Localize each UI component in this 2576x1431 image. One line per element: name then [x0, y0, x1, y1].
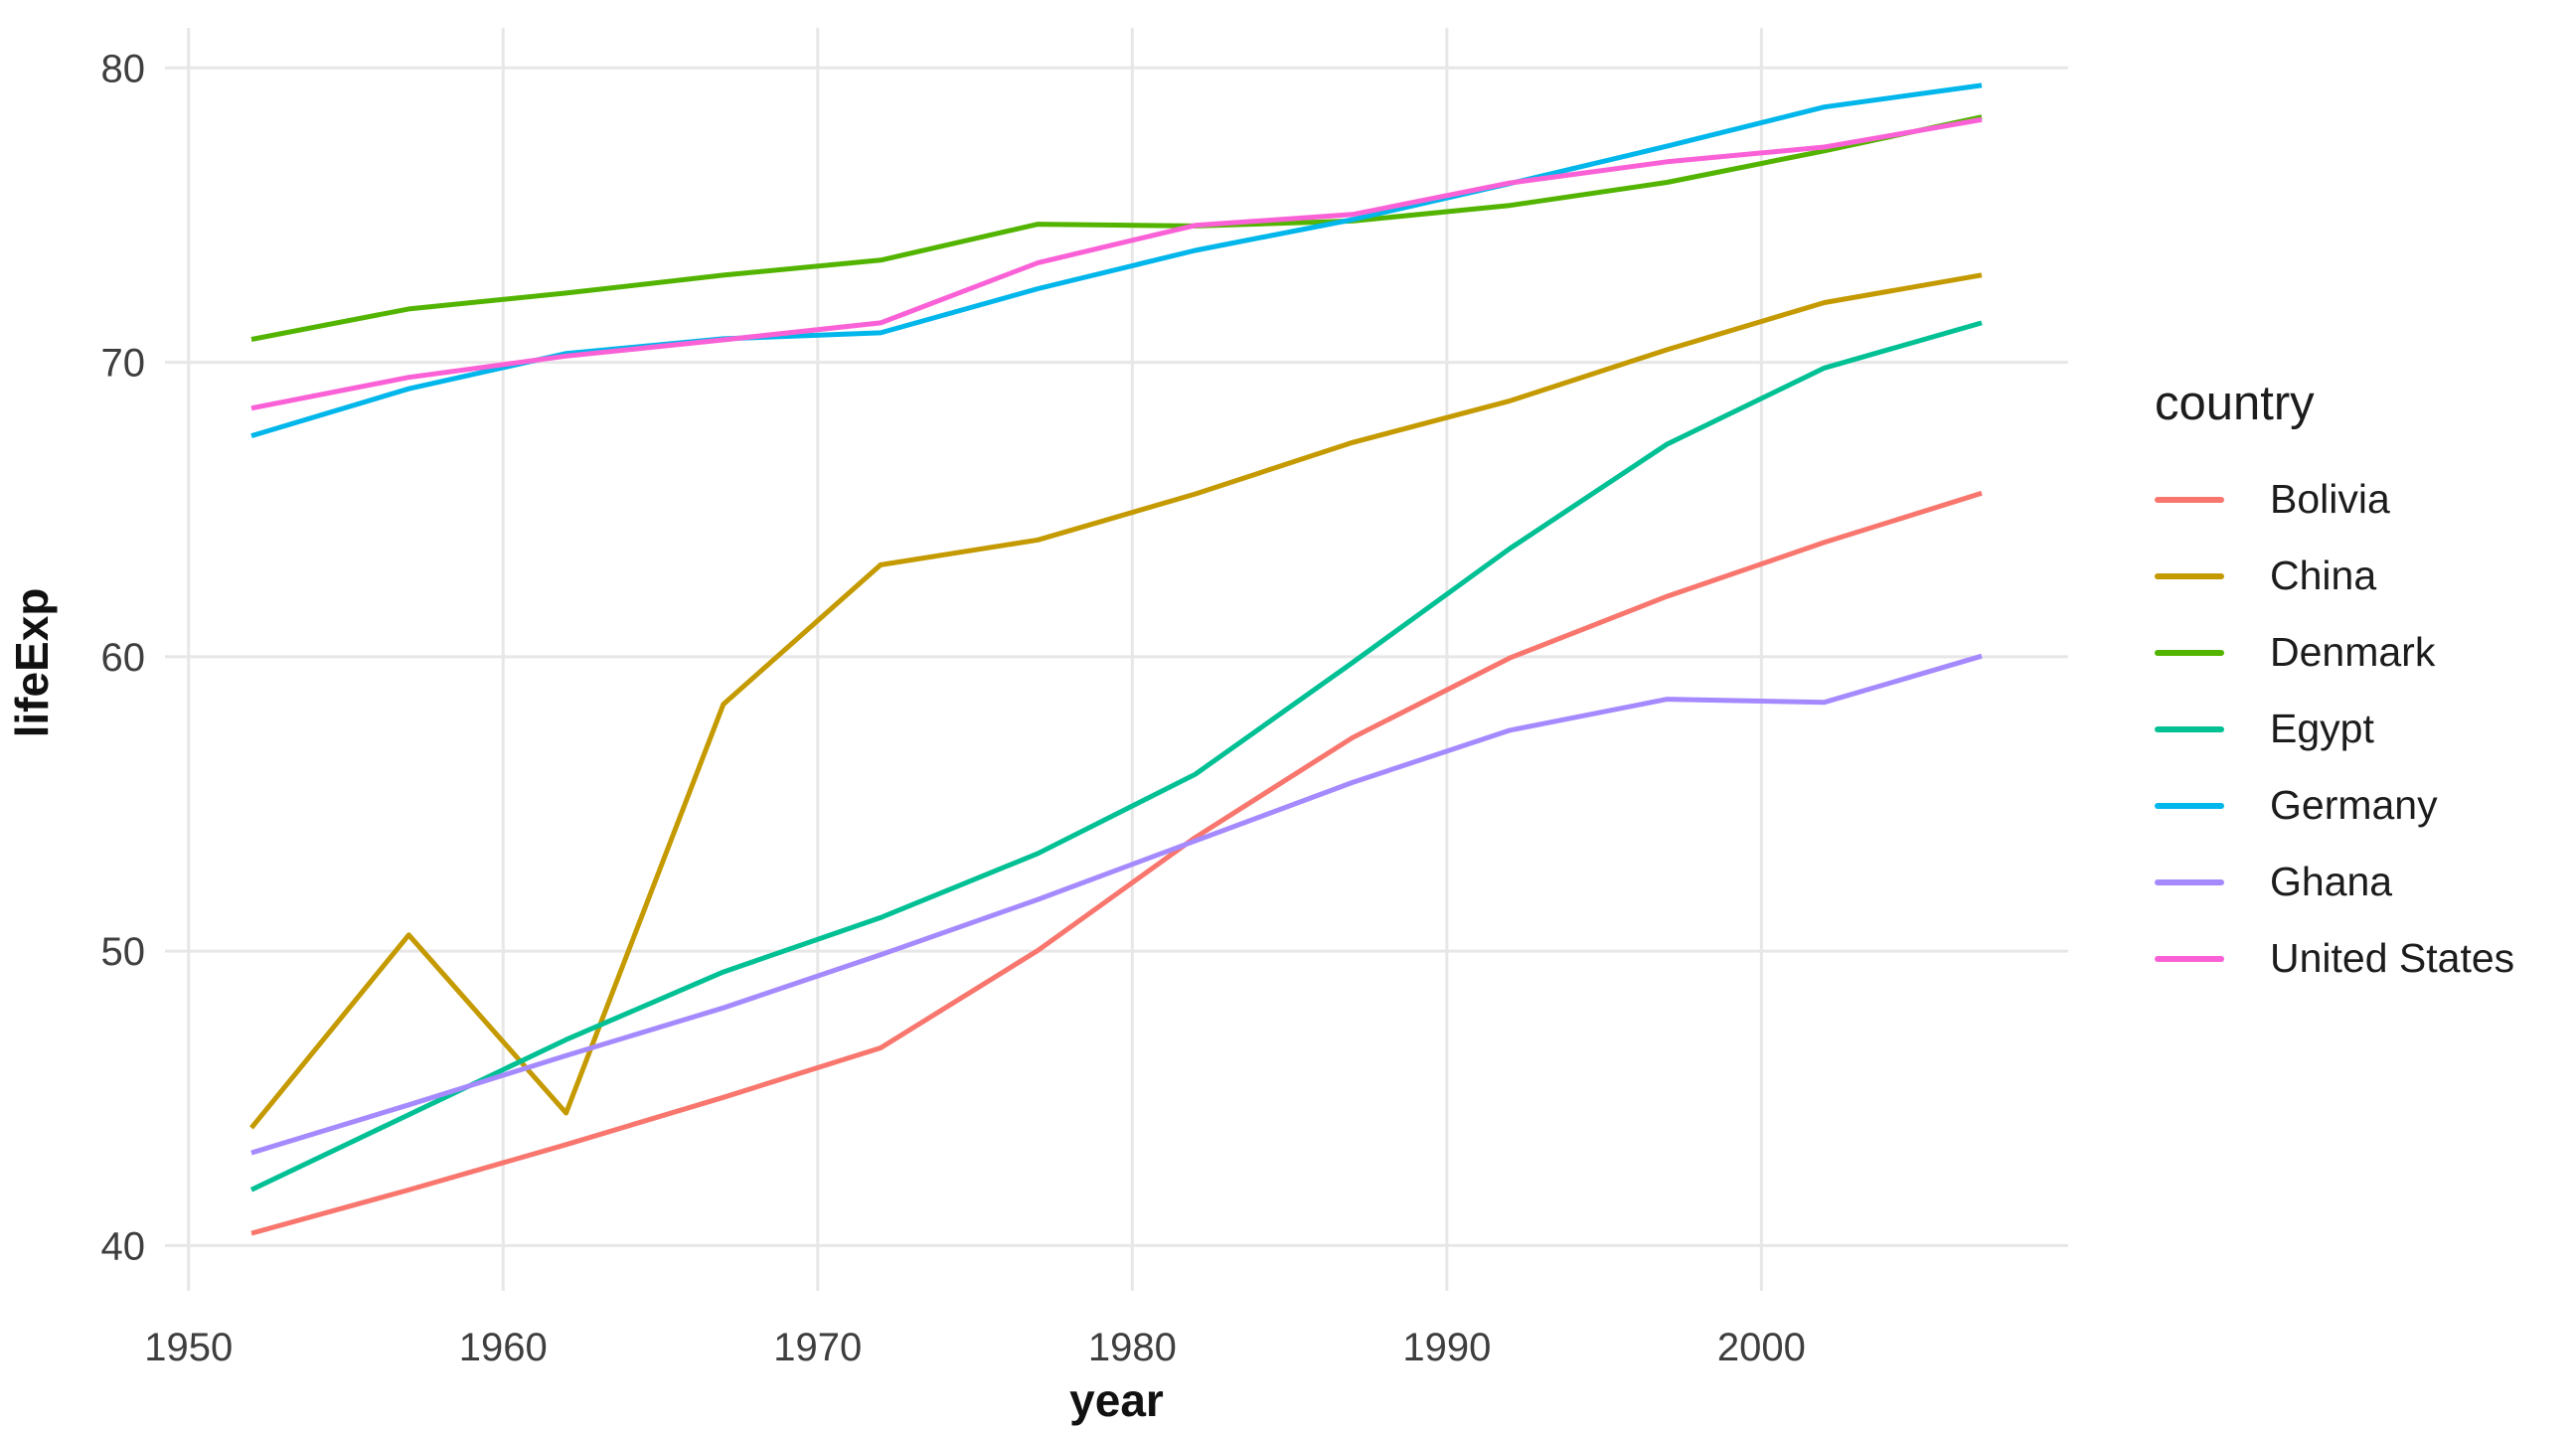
y-axis-title: lifeExp — [6, 587, 58, 738]
series-line-bolivia — [250, 490, 1983, 1236]
legend-swatch — [2155, 496, 2224, 503]
series-line-denmark — [250, 114, 1983, 342]
y-tick-label: 80 — [101, 47, 146, 90]
legend-label: Denmark — [2270, 629, 2436, 675]
legend-item-egypt: Egypt — [2155, 691, 2572, 767]
legend: country Bolivia China Denmark Egypt Germany G… — [2155, 376, 2572, 997]
x-tick-label: 1960 — [459, 1326, 548, 1369]
y-tick-label: 70 — [101, 342, 146, 386]
legend-item-germany: Germany — [2155, 767, 2572, 844]
legend-label: Egypt — [2270, 706, 2374, 751]
series-line-germany — [250, 82, 1983, 438]
legend-label: Ghana — [2270, 859, 2393, 904]
legend-swatch — [2155, 802, 2224, 809]
y-tick-label: 60 — [101, 636, 146, 680]
legend-item-denmark: Denmark — [2155, 614, 2572, 691]
series-line-united-states — [250, 116, 1983, 411]
x-tick-label: 1990 — [1402, 1326, 1491, 1369]
legend-swatch — [2155, 649, 2224, 656]
legend-label: China — [2270, 553, 2377, 598]
x-tick-label: 1950 — [144, 1326, 233, 1369]
legend-label: United States — [2270, 935, 2515, 981]
legend-label: Bolivia — [2270, 476, 2390, 522]
series-line-china — [249, 272, 1983, 1130]
legend-item-china: China — [2155, 538, 2572, 614]
legend-item-united-states: United States — [2155, 920, 2572, 997]
y-tick-label: 40 — [101, 1224, 146, 1268]
x-axis-title: year — [1069, 1374, 1164, 1426]
legend-swatch — [2155, 878, 2224, 885]
legend-item-bolivia: Bolivia — [2155, 461, 2572, 538]
x-tick-label: 1980 — [1088, 1326, 1177, 1369]
y-tick-label: 50 — [101, 930, 146, 974]
legend-item-ghana: Ghana — [2155, 844, 2572, 920]
x-tick-label: 1970 — [773, 1326, 862, 1369]
x-tick-label: 2000 — [1717, 1326, 1806, 1369]
legend-items: Bolivia China Denmark Egypt Germany Ghana Unit… — [2155, 461, 2572, 997]
legend-swatch — [2155, 725, 2224, 732]
legend-title: country — [2155, 377, 2315, 430]
legend-label: Germany — [2270, 782, 2438, 828]
series-line-egypt — [249, 320, 1983, 1192]
legend-swatch — [2155, 572, 2224, 579]
legend-swatch — [2155, 955, 2224, 962]
series-line-ghana — [250, 653, 1983, 1156]
